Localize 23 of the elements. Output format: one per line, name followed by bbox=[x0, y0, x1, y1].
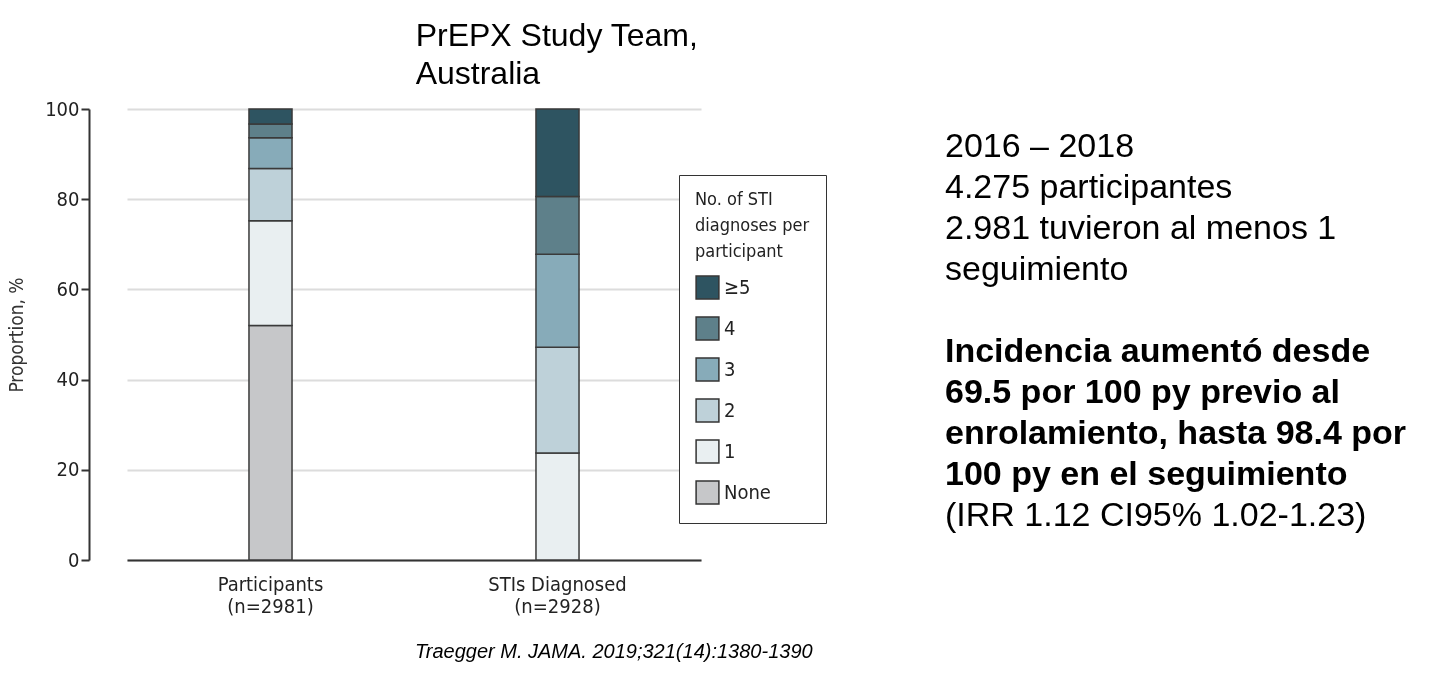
legend-label: None bbox=[724, 479, 771, 504]
y-tick-label: 100 bbox=[45, 96, 80, 121]
chart-title: PrEPX Study Team, Australia bbox=[415, 17, 698, 91]
text: 4.275 participantes bbox=[945, 166, 1234, 207]
legend-label: 3 bbox=[724, 356, 736, 381]
legend-title: No. of STI diagnoses per participant bbox=[695, 188, 810, 261]
legend-label: 4 bbox=[724, 315, 736, 340]
legend-label: 1 bbox=[724, 438, 736, 463]
y-tick-label: 80 bbox=[56, 186, 80, 211]
text: Incidencia aumentó desde 69.5 por 100 py previo al enrolamiento, hasta 98.4 por 100 py en el seguimiento bbox=[945, 331, 1407, 492]
text: 2.981 tuvieron al menos 1 seguimiento bbox=[945, 207, 1338, 289]
x-tick-label: STIs Diagnosed (n=2928) bbox=[488, 571, 627, 618]
text: (IRR 1.12 CI95% 1.02-1.23) bbox=[945, 495, 1367, 533]
legend-label: 2 bbox=[724, 397, 736, 422]
text: 2016 – 2018 bbox=[945, 125, 1136, 166]
legend-label: ≥5 bbox=[724, 274, 751, 299]
y-tick-label: 0 bbox=[68, 547, 80, 572]
y-tick-label: 40 bbox=[56, 367, 80, 392]
y-tick-label: 20 bbox=[56, 457, 80, 482]
y-tick-label: 60 bbox=[56, 276, 80, 301]
y-axis-title: Proportion, % bbox=[5, 277, 28, 393]
text: Traegger M. JAMA. 2019;321(14):1380-1390 bbox=[415, 640, 813, 663]
x-tick-label: Participants (n=2981) bbox=[217, 571, 324, 618]
